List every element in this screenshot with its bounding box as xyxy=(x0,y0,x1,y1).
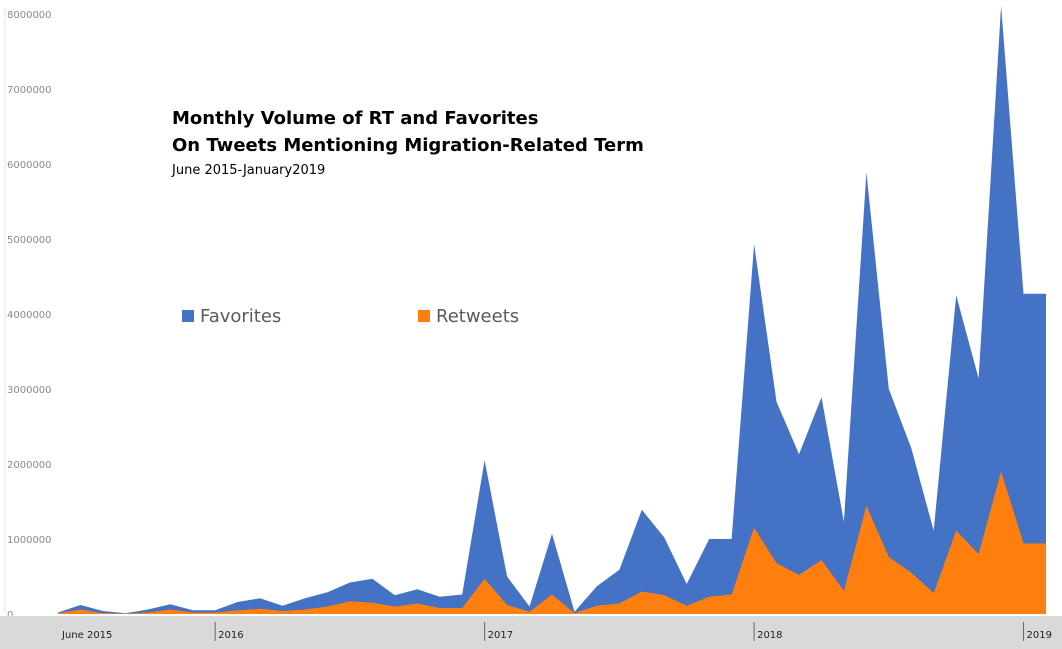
y-tick-label: 0 xyxy=(7,610,13,621)
x-axis-band xyxy=(0,616,1062,649)
chart-title-line-1: Monthly Volume of RT and Favorites xyxy=(172,108,538,129)
y-tick-label: 4000000 xyxy=(7,310,52,321)
x-tick-label: June 2015 xyxy=(61,630,112,641)
x-axis-ticks: June 2015 2016 2017 2018 2019 xyxy=(61,622,1052,641)
y-axis-ticks: 0 1000000 2000000 3000000 4000000 5000000 6000… xyxy=(7,10,52,621)
y-tick-label: 3000000 xyxy=(7,385,52,396)
chart-subtitle: June 2015-January2019 xyxy=(171,163,325,178)
legend-swatch-retweets xyxy=(418,310,430,322)
y-tick-label: 8000000 xyxy=(7,10,52,21)
x-tick-label: 2019 xyxy=(1027,630,1052,641)
plot-area xyxy=(58,5,1046,615)
chart-title-line-2: On Tweets Mentioning Migration-Related T… xyxy=(172,135,644,156)
legend: Favorites Retweets xyxy=(182,306,519,327)
legend-label-retweets: Retweets xyxy=(436,306,519,327)
y-tick-label: 6000000 xyxy=(7,160,52,171)
y-tick-label: 2000000 xyxy=(7,460,52,471)
y-tick-label: 5000000 xyxy=(7,235,52,246)
area-retweets xyxy=(58,471,1046,614)
area-favorites xyxy=(58,5,1046,615)
x-tick-label: 2017 xyxy=(488,630,513,641)
y-tick-label: 7000000 xyxy=(7,85,52,96)
x-tick-label: 2016 xyxy=(218,630,243,641)
legend-label-favorites: Favorites xyxy=(200,306,281,327)
legend-swatch-favorites xyxy=(182,310,194,322)
x-tick-label: 2018 xyxy=(757,630,782,641)
y-tick-label: 1000000 xyxy=(7,535,52,546)
